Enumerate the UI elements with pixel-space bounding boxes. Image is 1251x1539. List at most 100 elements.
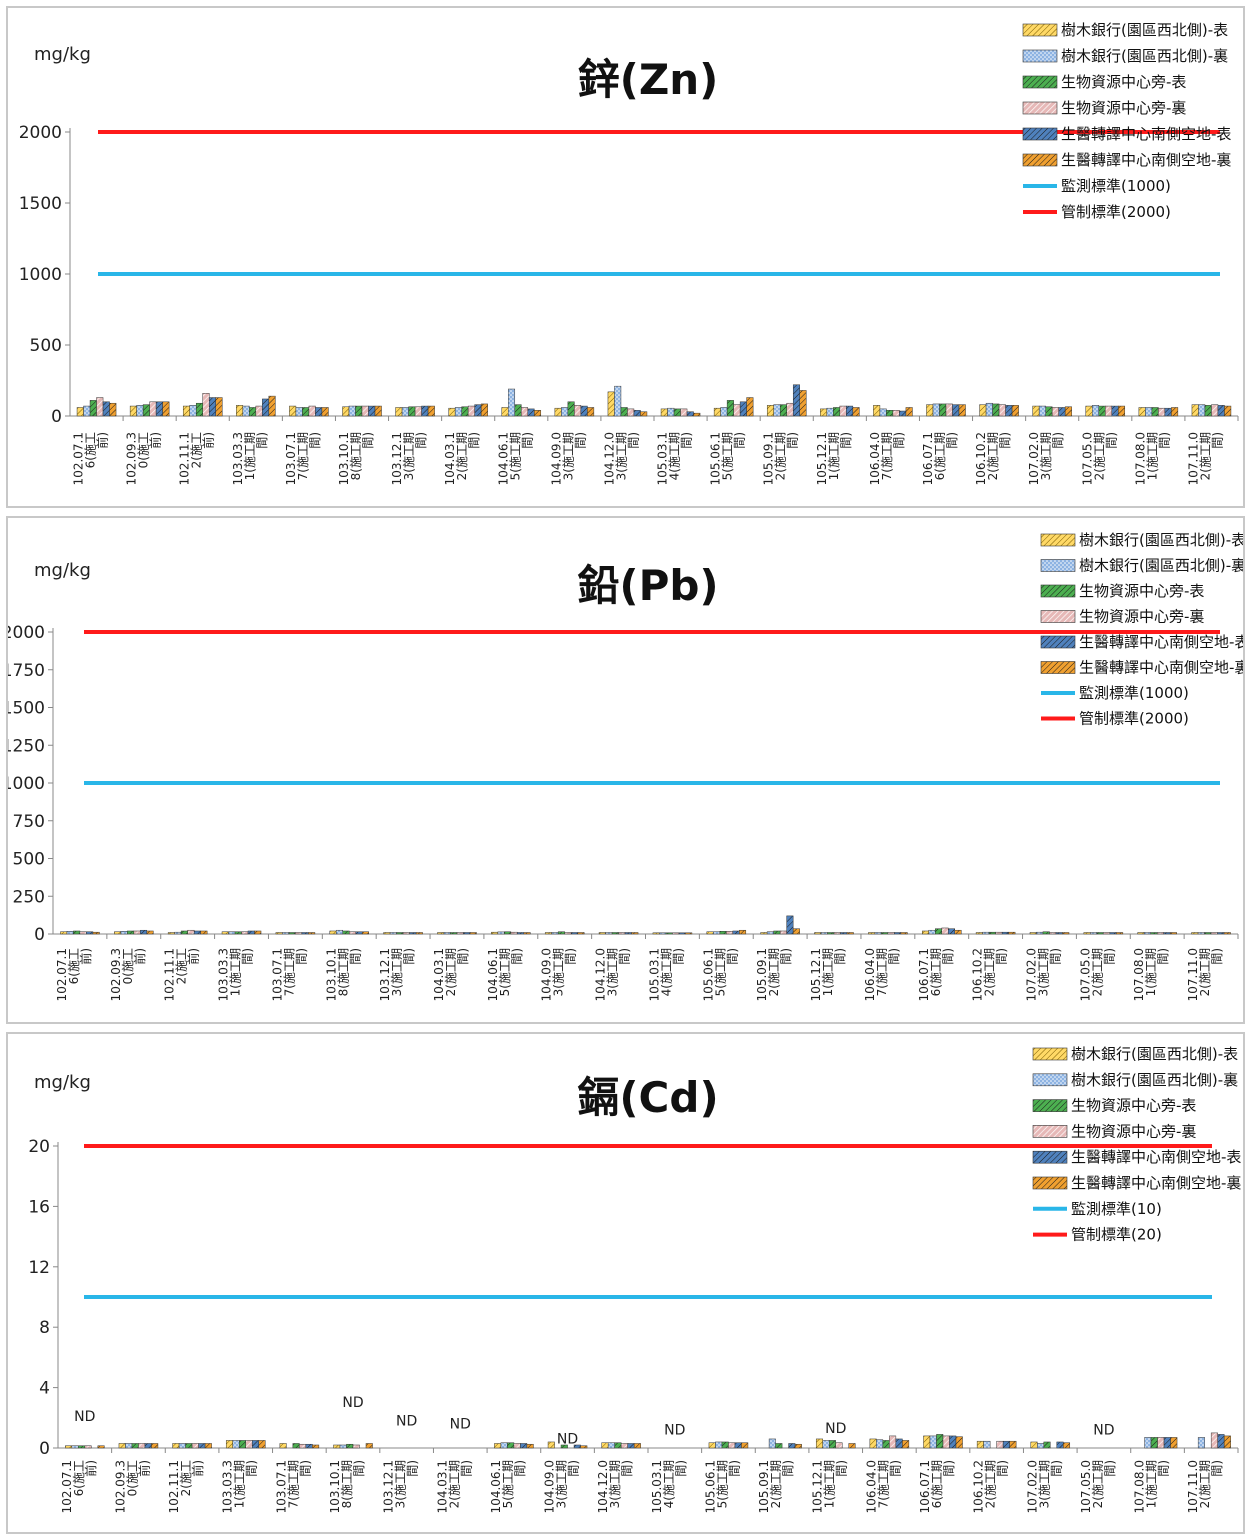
bar-lead-s0-c21 xyxy=(1191,932,1199,935)
bar-lead-s1-c19 xyxy=(1090,932,1098,935)
bar-lead-s5-c11 xyxy=(685,932,693,935)
bar-zinc-s3-c21 xyxy=(1211,404,1219,417)
bar-zinc-s2-c16 xyxy=(939,403,947,417)
bar-cadmium-s2-c8 xyxy=(507,1442,515,1449)
x-category-label-line: 間) xyxy=(839,432,853,449)
x-category-label-line: 間) xyxy=(995,948,1009,965)
bar-zinc-s0-c5 xyxy=(342,406,350,417)
bar-lead-s4-c19 xyxy=(1109,932,1117,935)
x-category-label-line: 103.07.1 xyxy=(270,948,284,1001)
bar-zinc-s2-c7 xyxy=(461,406,469,417)
bar-zinc-s1-c16 xyxy=(932,403,940,417)
bar-zinc-s3-c1 xyxy=(149,401,157,417)
bar-zinc-s4-c9 xyxy=(580,405,588,417)
x-category-label-line: 0(施工 xyxy=(137,432,151,468)
bar-zinc-s5-c4 xyxy=(321,407,329,417)
bar-zinc-s4-c20 xyxy=(1164,407,1172,417)
x-category-label-line: 2(施工 xyxy=(175,948,189,984)
x-category-label-line: 間) xyxy=(1049,948,1063,965)
bar-cadmium-s1-c2 xyxy=(178,1443,186,1449)
bar-zinc-s0-c9 xyxy=(554,407,562,417)
bar-zinc-s3-c0 xyxy=(96,397,104,417)
bar-cadmium-s2-c15 xyxy=(882,1440,890,1449)
x-category-label-line: 107.08.0 xyxy=(1133,432,1147,485)
x-category-label-line: 102.09.3 xyxy=(125,432,139,485)
bar-zinc-s3-c4 xyxy=(308,405,316,417)
x-category-label-line: 1(施工期 xyxy=(823,1460,837,1508)
legend-swatch xyxy=(1040,635,1076,649)
bar-cadmium-s2-c16 xyxy=(936,1434,944,1449)
bar-cadmium-s3-c2 xyxy=(191,1443,199,1449)
x-category-label-line: 2(施工期 xyxy=(774,432,788,480)
bar-lead-s2-c0 xyxy=(73,930,81,935)
bar-zinc-s1-c7 xyxy=(454,407,462,417)
bar-lead-s5-c21 xyxy=(1223,932,1231,935)
bar-cadmium-s3-c10 xyxy=(620,1443,628,1449)
bar-lead-s2-c19 xyxy=(1096,932,1104,935)
bar-lead-s2-c13 xyxy=(773,930,781,935)
x-category-label-line: 6(施工 xyxy=(67,948,81,984)
bar-cadmium-s5-c14 xyxy=(848,1443,856,1449)
x-category-label-line: 2(施工期 xyxy=(1092,432,1106,480)
x-category-label: 102.09.30(施工前) xyxy=(109,948,147,1001)
bar-zinc-s1-c18 xyxy=(1038,405,1046,417)
bar-zinc-s0-c21 xyxy=(1191,404,1199,417)
bar-zinc-s0-c15 xyxy=(873,405,881,417)
bar-lead-s0-c0 xyxy=(60,931,68,935)
bar-lead-s0-c1 xyxy=(114,931,122,935)
x-category-label-line: 2(施工期 xyxy=(986,432,1000,480)
x-category-label-line: 間) xyxy=(567,1460,581,1477)
x-category-label-line: 間) xyxy=(1102,948,1116,965)
x-category-label-line: 8(施工期 xyxy=(340,1460,354,1508)
bar-cadmium-s2-c12 xyxy=(721,1441,729,1449)
x-category-label-line: 103.12.1 xyxy=(378,948,392,1001)
x-category-label-line: 6(施工期 xyxy=(933,432,947,480)
bar-zinc-s2-c3 xyxy=(249,407,257,417)
bar-lead-s5-c20 xyxy=(1169,932,1177,935)
x-category-label-line: 2(施工期 xyxy=(984,1460,998,1508)
x-category-label-line: 105.12.1 xyxy=(815,432,829,485)
y-tick-label: 2000 xyxy=(8,623,45,643)
y-tick-label: 4 xyxy=(39,1379,50,1399)
x-category-label-line: 3(施工期 xyxy=(1039,432,1053,480)
bar-lead-s1-c4 xyxy=(282,932,290,935)
bar-cadmium-s3-c12 xyxy=(728,1442,736,1449)
x-category-label-line: 2(施工期 xyxy=(767,948,781,996)
bar-lead-s0-c17 xyxy=(975,932,983,935)
x-category-label-line: 105.03.1 xyxy=(656,432,670,485)
y-tick-label: 1500 xyxy=(19,194,62,214)
bar-zinc-s2-c13 xyxy=(779,404,787,417)
bar-zinc-s2-c0 xyxy=(89,400,97,417)
bar-lead-s1-c15 xyxy=(874,932,882,935)
bar-zinc-s0-c12 xyxy=(713,407,721,417)
x-category-label-line: 前) xyxy=(186,948,201,965)
x-category-label-line: 3(施工期 xyxy=(390,948,404,996)
x-category-label-line: 間) xyxy=(835,1460,849,1477)
bar-zinc-s4-c18 xyxy=(1058,407,1066,417)
bar-lead-s3-c2 xyxy=(187,929,195,935)
x-category-label-line: 1(施工期 xyxy=(1144,948,1158,996)
bar-zinc-s1-c8 xyxy=(508,388,516,417)
bar-cadmium-s4-c18 xyxy=(1056,1441,1064,1449)
bar-cadmium-s0-c5 xyxy=(333,1444,341,1449)
legend-label: 生醫轉譯中心南側空地-裏 xyxy=(1061,151,1231,169)
bar-lead-s2-c2 xyxy=(180,930,188,935)
bar-zinc-s0-c2 xyxy=(182,405,190,417)
bar-cadmium-s3-c17 xyxy=(996,1440,1004,1449)
x-category-label-line: 間) xyxy=(996,1460,1010,1477)
x-category-label-line: 間) xyxy=(1211,432,1225,449)
x-category-label-line: 間) xyxy=(733,432,747,449)
bar-lead-s4-c14 xyxy=(840,932,848,935)
bar-lead-s2-c8 xyxy=(504,931,512,935)
legend-swatch xyxy=(1040,559,1076,572)
bar-zinc-s3-c9 xyxy=(574,405,582,417)
bar-zinc-s1-c9 xyxy=(561,407,569,417)
bar-cadmium-s1-c14 xyxy=(822,1440,830,1449)
x-category-label-line: 104.12.0 xyxy=(603,432,617,485)
y-tick-label: 750 xyxy=(13,812,45,832)
